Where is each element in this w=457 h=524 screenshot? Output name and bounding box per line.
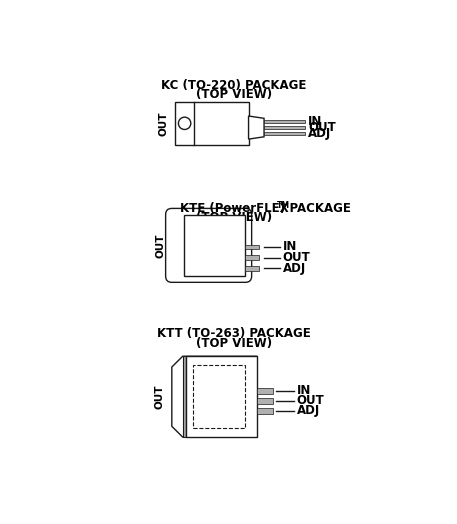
FancyBboxPatch shape	[165, 209, 252, 282]
Bar	[257, 408, 272, 413]
Bar	[245, 245, 260, 249]
Text: IN: IN	[282, 241, 297, 254]
Text: KTE (PowerFLEX: KTE (PowerFLEX	[180, 202, 288, 215]
Bar	[245, 255, 260, 260]
Text: ADJ: ADJ	[282, 262, 306, 275]
Text: ADJ: ADJ	[297, 405, 320, 418]
Text: KTT (TO-263) PACKAGE: KTT (TO-263) PACKAGE	[157, 328, 311, 341]
Bar	[193, 366, 245, 428]
Text: ADJ: ADJ	[308, 127, 331, 140]
Text: IN: IN	[308, 115, 323, 128]
Polygon shape	[249, 116, 264, 139]
Bar	[257, 398, 272, 403]
Bar	[257, 388, 272, 394]
Text: (TOP VIEW): (TOP VIEW)	[196, 336, 272, 350]
Bar	[186, 356, 257, 437]
Text: IN: IN	[297, 385, 311, 397]
Polygon shape	[172, 356, 257, 437]
Bar	[264, 120, 305, 123]
Text: (TOP VIEW): (TOP VIEW)	[196, 211, 272, 224]
Text: OUT: OUT	[154, 385, 165, 409]
Bar	[264, 132, 305, 135]
Text: OUT: OUT	[297, 395, 324, 408]
Bar	[245, 266, 260, 271]
Bar	[184, 214, 245, 276]
Text: OUT: OUT	[282, 251, 310, 264]
Bar	[175, 102, 249, 145]
Circle shape	[178, 117, 191, 129]
Bar	[264, 126, 305, 129]
Text: TM: TM	[277, 201, 290, 210]
Text: OUT: OUT	[308, 121, 336, 134]
Text: KC (TO-220) PACKAGE: KC (TO-220) PACKAGE	[161, 79, 307, 92]
Text: OUT: OUT	[158, 112, 168, 136]
Bar	[183, 356, 186, 437]
Text: (TOP VIEW): (TOP VIEW)	[196, 88, 272, 101]
Text: ) PACKAGE: ) PACKAGE	[280, 202, 351, 215]
Text: OUT: OUT	[156, 233, 166, 258]
